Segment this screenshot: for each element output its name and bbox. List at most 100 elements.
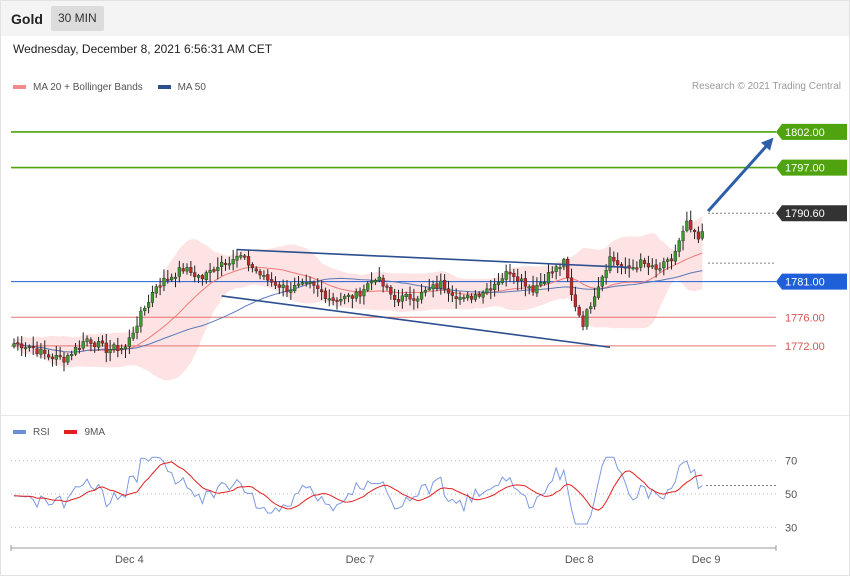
- candle: [400, 295, 404, 302]
- candle: [554, 266, 558, 272]
- candle: [250, 264, 254, 269]
- candle: [516, 276, 520, 282]
- candle: [527, 286, 531, 289]
- candle: [612, 257, 616, 262]
- candle: [331, 297, 335, 301]
- candle: [139, 310, 143, 327]
- candle: [650, 265, 654, 268]
- candle: [116, 345, 120, 351]
- level-tag-1781.00: [776, 273, 847, 290]
- candle: [454, 296, 458, 300]
- candle: [77, 347, 81, 350]
- candle: [204, 272, 208, 280]
- candle: [523, 278, 527, 287]
- candle: [23, 347, 28, 350]
- candle: [385, 285, 389, 288]
- candle: [162, 277, 166, 287]
- candle: [193, 272, 197, 277]
- candle: [389, 287, 393, 295]
- candle: [700, 231, 704, 239]
- candle: [558, 267, 562, 270]
- candle: [469, 295, 474, 300]
- legend-item-ma20: MA 20 + Bollinger Bands: [13, 82, 143, 93]
- candle: [73, 346, 78, 355]
- candle: [573, 294, 577, 308]
- candle: [177, 267, 181, 277]
- candle: [419, 291, 424, 300]
- level-tag-1802.00: [776, 123, 847, 140]
- candle: [350, 295, 354, 299]
- legend-label-rsi: RSI: [33, 426, 50, 438]
- candle: [508, 271, 512, 275]
- candle: [685, 220, 689, 231]
- candle: [212, 269, 216, 272]
- candle: [273, 281, 278, 286]
- candle: [254, 268, 258, 272]
- candle: [146, 302, 151, 308]
- candle: [381, 277, 385, 287]
- rsi-swatch: [13, 430, 26, 434]
- candle: [600, 276, 604, 287]
- candle: [277, 284, 281, 288]
- forecast-arrow-shaft: [706, 141, 771, 213]
- level-tag-1797.00: [776, 159, 847, 176]
- candle: [127, 337, 131, 347]
- candle: [539, 282, 543, 286]
- candle: [235, 255, 239, 261]
- candle: [135, 325, 139, 333]
- candle: [131, 332, 135, 339]
- candle: [43, 349, 47, 354]
- candle: [589, 306, 593, 310]
- candle: [393, 294, 397, 300]
- candle: [12, 343, 16, 347]
- candle: [604, 270, 608, 278]
- channel-lower-line: [221, 295, 611, 349]
- candle: [108, 349, 112, 354]
- candle: [143, 307, 147, 312]
- candle: [489, 288, 493, 291]
- level-tag-text-1797.00: 1797.00: [785, 163, 825, 175]
- candle: [339, 298, 343, 302]
- level-tag-1790.60: [776, 205, 847, 222]
- candle: [689, 220, 693, 230]
- legend-label-9ma: 9MA: [84, 426, 106, 438]
- timeframe-button[interactable]: 30 MIN: [51, 6, 104, 31]
- candle: [293, 285, 297, 291]
- candle: [585, 309, 589, 327]
- rsi-legend: RSI 9MA: [13, 426, 117, 438]
- candle: [227, 263, 231, 266]
- candle: [581, 315, 585, 327]
- candle: [692, 230, 697, 232]
- candle: [423, 289, 428, 293]
- candle: [258, 271, 262, 276]
- candle: [154, 286, 158, 294]
- candle: [496, 281, 501, 286]
- candle: [358, 290, 362, 297]
- candle: [27, 346, 31, 349]
- candle: [608, 256, 612, 271]
- candle: [220, 261, 224, 267]
- candle: [81, 341, 85, 349]
- candle: [96, 341, 101, 348]
- candle: [281, 284, 285, 288]
- candle: [312, 281, 316, 286]
- candle: [592, 296, 597, 307]
- level-tag-text-1790.60: 1790.60: [785, 208, 825, 220]
- candle: [369, 280, 374, 284]
- candle: [431, 284, 435, 290]
- candle: [669, 258, 674, 262]
- candle: [158, 285, 162, 288]
- candle: [362, 289, 366, 297]
- candle: [308, 281, 312, 284]
- x-tick-label: Dec 9: [692, 554, 721, 566]
- level-tag-text-1781.00: 1781.00: [785, 277, 825, 289]
- candle: [662, 261, 666, 269]
- candle: [535, 285, 539, 294]
- candle: [296, 283, 301, 286]
- candle: [120, 348, 124, 351]
- candle: [89, 339, 93, 344]
- candle: [85, 338, 89, 342]
- candle: [446, 288, 451, 294]
- candle: [343, 295, 347, 300]
